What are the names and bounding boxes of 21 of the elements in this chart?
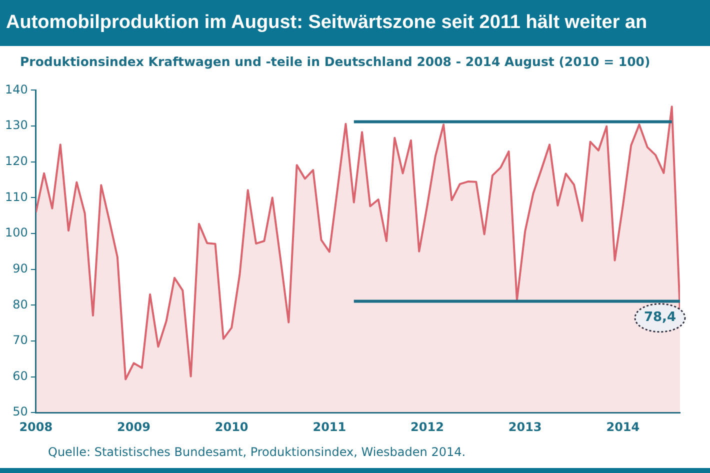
y-tick-label: 130 bbox=[5, 118, 28, 132]
chart-subtitle: Produktionsindex Kraftwagen und -teile in Deutschland 2008 - 2014 August (2010 = 100) bbox=[19, 54, 652, 69]
y-tick-label: 50 bbox=[12, 404, 28, 419]
y-tick-label: 100 bbox=[5, 226, 28, 240]
x-tick-label: 2010 bbox=[214, 420, 248, 434]
x-tick-label: 2008 bbox=[19, 420, 53, 434]
x-tick-label: 2014 bbox=[606, 420, 640, 434]
x-tick-label: 2013 bbox=[508, 420, 542, 434]
source-note: Quelle: Statistisches Bundesamt, Produktionsindex, Wiesbaden 2014. bbox=[48, 445, 466, 459]
y-tick-label: 90 bbox=[12, 261, 28, 276]
y-tick-label: 110 bbox=[5, 190, 28, 204]
y-tick-label: 70 bbox=[12, 333, 28, 348]
x-tick-label: 2012 bbox=[410, 420, 444, 434]
y-tick-label: 140 bbox=[5, 82, 28, 96]
x-tick-label: 2011 bbox=[312, 420, 346, 434]
annotation: 78,4 bbox=[644, 310, 676, 326]
y-tick-label: 60 bbox=[12, 368, 28, 383]
y-tick-label: 80 bbox=[12, 297, 28, 312]
chart-title: Automobilproduktion im August: Seitwärtszone seit 2011 hält weiter an bbox=[0, 0, 710, 46]
x-tick-label: 2009 bbox=[117, 420, 150, 434]
y-tick-label: 120 bbox=[5, 154, 28, 168]
